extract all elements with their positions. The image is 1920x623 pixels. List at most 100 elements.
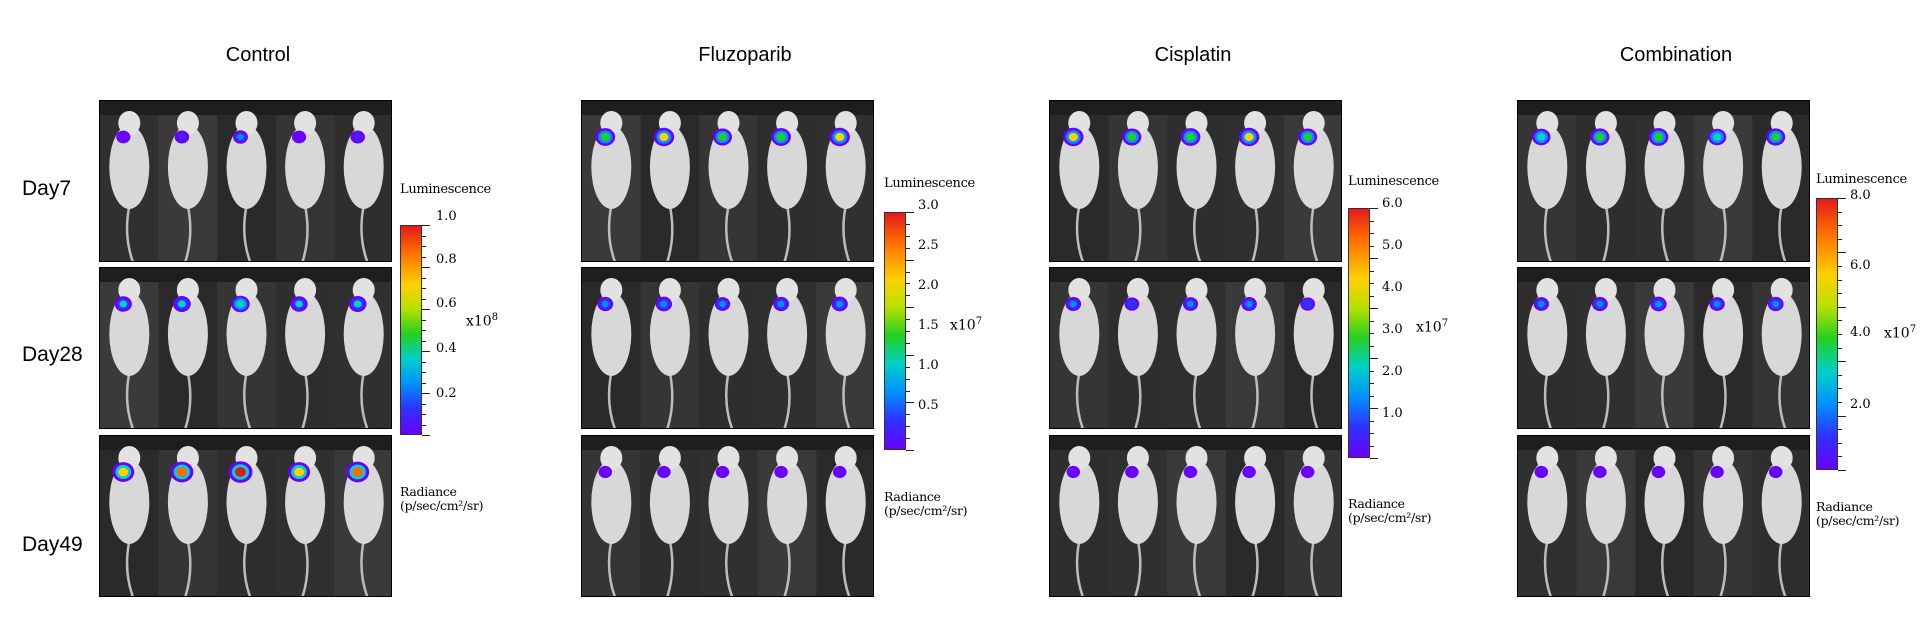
mouse	[1059, 446, 1100, 596]
colorbar-tick-mark	[1838, 415, 1846, 417]
luminescence-signal	[116, 130, 131, 144]
mouse-body	[1235, 125, 1276, 209]
luminescence-signal	[176, 467, 188, 477]
luminescence-signal	[1183, 465, 1198, 479]
mouse	[708, 446, 749, 596]
tick-label: 5.0	[1382, 238, 1403, 253]
mouse-body	[767, 292, 808, 376]
mouse-body	[591, 125, 632, 209]
luminescence-signal	[832, 465, 847, 479]
mouse-head	[600, 446, 623, 470]
colorbar-tick-mark	[422, 225, 430, 226]
mouse	[1176, 446, 1217, 596]
colorbar-tick-mark	[906, 223, 910, 225]
luminescence-signal	[1537, 300, 1545, 308]
mouse-body	[1235, 460, 1276, 544]
mouse-body	[1703, 125, 1744, 209]
colorbar-tick-mark	[1838, 334, 1842, 335]
mouse-tail	[607, 372, 616, 428]
mouse	[1527, 111, 1568, 261]
tick-label: 3.0	[918, 198, 939, 213]
mouse-tail	[1778, 205, 1787, 261]
mouse-head	[1068, 446, 1091, 470]
mouse-tail	[1075, 540, 1084, 596]
tick-label: 1.0	[1382, 406, 1403, 421]
mouse-tail	[783, 540, 791, 596]
colorbar-tick-mark	[1838, 279, 1842, 281]
colorbar-tick-mark	[422, 351, 430, 352]
panel-top-band	[1518, 268, 1809, 282]
colorbar-tick-mark	[422, 330, 426, 331]
colorbar-tick-mark	[906, 342, 910, 344]
mouse-body	[167, 125, 208, 209]
colorbar-tick-mark	[1838, 225, 1842, 227]
mouse	[825, 446, 866, 596]
tick-label: 1.0	[918, 358, 939, 373]
mouse	[1703, 111, 1744, 261]
mouse-tail	[184, 372, 192, 428]
tick-label: 0.4	[436, 341, 457, 356]
day-label-day7: Day7	[22, 177, 72, 200]
colorbar-tick-mark	[1838, 470, 1846, 471]
mouse-body	[1761, 460, 1802, 544]
imaging-panel	[1049, 267, 1342, 429]
colorbar-tick-mark	[906, 426, 910, 428]
mouse-head	[1185, 278, 1208, 302]
mouse	[167, 446, 208, 596]
mouse-tail	[1251, 205, 1259, 261]
colorbar-tick-mark	[422, 424, 426, 426]
group-title-fluzoparib: Fluzoparib	[698, 44, 792, 66]
mouse-body	[285, 125, 326, 209]
colorbar-tick-mark	[1370, 220, 1374, 222]
mouse-body	[1117, 460, 1158, 544]
colorbar-tick-mark	[422, 382, 426, 384]
colorbar-tick-mark	[906, 414, 910, 416]
colorbar-tick-mark	[422, 277, 426, 279]
luminescence-signal	[1595, 133, 1605, 141]
colorbar-tick-mark	[422, 256, 426, 258]
colorbar-tick-mark	[1370, 458, 1378, 459]
mouse-body	[1527, 125, 1568, 209]
colorbar-gradient	[400, 225, 422, 435]
mouse-body	[649, 460, 690, 544]
mouse-head	[294, 111, 317, 135]
colorbar-tick-mark	[906, 283, 910, 285]
mouse-head	[1126, 278, 1149, 302]
luminescence-signal	[178, 134, 186, 140]
mouse-body	[591, 460, 632, 544]
luminescence-signal	[118, 467, 129, 477]
luminescence-signal	[777, 300, 785, 308]
mouse	[343, 278, 384, 428]
colorbar-tick-mark	[1370, 270, 1374, 272]
mouse-tail	[301, 205, 309, 261]
colorbar-tick-mark	[1370, 208, 1378, 209]
colorbar-tick-mark	[906, 259, 914, 261]
mouse-body	[1644, 460, 1685, 544]
luminescence-signal	[1068, 132, 1078, 142]
mouse-head	[1244, 446, 1267, 470]
mouse	[167, 278, 208, 428]
mouse	[1761, 446, 1802, 596]
colorbar-tick-mark	[1838, 402, 1842, 403]
mouse-body	[1117, 292, 1158, 376]
mouse-tail	[360, 372, 369, 428]
mouse-head	[658, 446, 681, 470]
panel-top-band	[1050, 101, 1341, 115]
luminescence-signal	[1768, 465, 1783, 479]
mouse	[1117, 278, 1158, 428]
mouse	[343, 446, 384, 596]
luminescence-signal	[1712, 133, 1722, 141]
mouse-body	[1176, 460, 1217, 544]
mouse	[1703, 446, 1744, 596]
tick-label: 6.0	[1382, 196, 1403, 211]
mouse-tail	[1075, 205, 1084, 261]
colorbar-tick-mark	[1370, 233, 1374, 234]
colorbar-tick-mark	[906, 212, 914, 213]
luminescence-signal	[719, 300, 726, 308]
colorbar-tick-mark	[906, 247, 910, 249]
colorbar-tick-mark	[1370, 395, 1374, 397]
mouse	[1235, 278, 1276, 428]
mouse-head	[1770, 446, 1793, 470]
radiance-label: Radiance (p/sec/cm²/sr)	[1816, 499, 1900, 528]
colorbar-tick-mark	[422, 319, 426, 321]
